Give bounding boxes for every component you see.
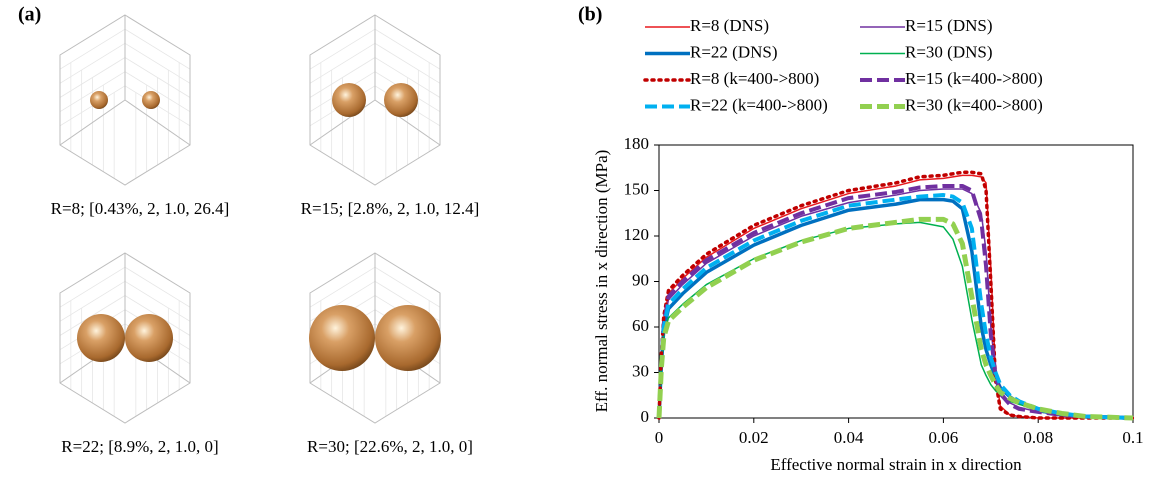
x-tick-label: 0 [655, 428, 664, 447]
series-line [657, 197, 1134, 420]
cube-grid [59, 28, 126, 70]
legend-label: R=15 (k=400->800) [905, 69, 1043, 88]
sphere [125, 314, 173, 362]
x-tick-label: 0.08 [1023, 428, 1053, 447]
cube-edge [59, 99, 126, 146]
sphere [142, 91, 160, 109]
y-axis-label: Eff. normal stress in x direction (MPa) [592, 150, 611, 413]
y-tick-label: 90 [632, 270, 649, 289]
series-line [657, 193, 1134, 420]
cube-edge [309, 252, 441, 424]
sphere [375, 305, 441, 371]
cube-edge [309, 14, 441, 186]
cube-edge [124, 99, 191, 146]
caption: R=30; [22.6%, 2, 1.0, 0] [307, 437, 473, 456]
cube-grid [309, 28, 376, 70]
y-tick-label: 0 [641, 407, 650, 426]
series-line [657, 183, 1134, 420]
x-tick-label: 0.1 [1122, 428, 1143, 447]
x-tick-label: 0.06 [929, 428, 959, 447]
y-tick-label: 30 [632, 361, 649, 380]
x-tick-label: 0.02 [739, 428, 769, 447]
panel-label: (b) [578, 4, 602, 26]
cube-grid [374, 28, 441, 70]
y-tick-label: 60 [632, 316, 649, 335]
sphere [332, 83, 366, 117]
series-line [658, 221, 1134, 419]
sphere [90, 91, 108, 109]
legend-label: R=8 (k=400->800) [690, 69, 819, 88]
y-tick-label: 180 [624, 134, 650, 153]
caption: R=8; [0.43%, 2, 1.0, 26.4] [51, 199, 230, 218]
sphere [309, 305, 375, 371]
cube-grid [124, 28, 191, 70]
caption: R=22; [8.9%, 2, 1.0, 0] [61, 437, 218, 456]
x-axis-label: Effective normal strain in x direction [770, 455, 1022, 474]
series-line [656, 216, 1134, 421]
caption: R=15; [2.8%, 2, 1.0, 12.4] [301, 199, 480, 218]
legend-label: R=30 (DNS) [905, 42, 993, 61]
sphere [384, 83, 418, 117]
legend-label: R=22 (k=400->800) [690, 95, 828, 114]
panel-label: (a) [18, 4, 41, 26]
y-tick-label: 150 [624, 179, 650, 198]
x-tick-label: 0.04 [834, 428, 864, 447]
legend-label: R=8 (DNS) [690, 16, 769, 35]
series-line [657, 170, 1135, 420]
series-line [658, 174, 1133, 419]
legend-label: R=30 (k=400->800) [905, 95, 1043, 114]
legend-label: R=15 (DNS) [905, 16, 993, 35]
cube-edge [59, 252, 191, 424]
sphere [77, 314, 125, 362]
cube-edge [59, 14, 191, 186]
y-tick-label: 120 [624, 225, 650, 244]
legend-label: R=22 (DNS) [690, 42, 778, 61]
